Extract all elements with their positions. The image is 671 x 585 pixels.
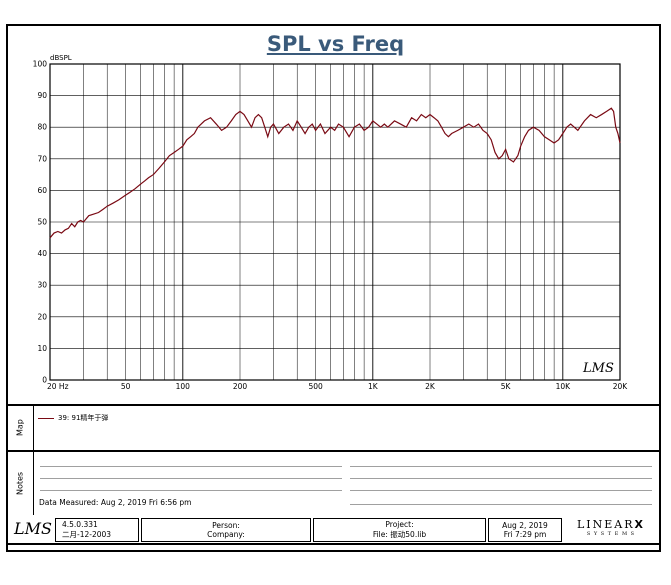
company-label: Company:: [207, 530, 245, 539]
linearx-x: X: [634, 518, 645, 531]
legend-swatch: [38, 417, 54, 419]
file-label: File: 振动50.lib: [372, 530, 427, 539]
date-label: Aug 2, 2019: [502, 521, 548, 530]
lms-logo: LMS: [14, 519, 52, 538]
chart-title: SPL vs Freq: [266, 32, 405, 56]
x-tick-label: 1K: [368, 382, 379, 391]
y-tick-label: 30: [37, 281, 47, 290]
note-line: [350, 466, 652, 467]
footer: LMS 4.5.0.331 二月-12-2003 Person: Company…: [6, 515, 661, 545]
notes-divider: [33, 451, 34, 515]
version-date: 二月-12-2003: [62, 530, 112, 539]
note-line: [40, 466, 342, 467]
y-axis-label: dBSPL: [50, 54, 72, 62]
graph-frame: [6, 24, 661, 552]
spl-curve: [49, 107, 621, 239]
date-cell: Aug 2, 2019 Fri 7:29 pm: [488, 518, 562, 542]
notes-label: Notes: [15, 471, 25, 495]
y-tick-label: 50: [37, 218, 47, 227]
linearx-word: LINEAR: [576, 518, 635, 531]
project-label: Project:: [385, 520, 414, 529]
y-tick-label: 20: [37, 312, 47, 321]
y-tick-label: 90: [37, 91, 47, 100]
note-line: [350, 504, 652, 505]
data-measured: Data Measured: Aug 2, 2019 Fri 6:56 pm: [39, 498, 192, 507]
y-tick-label: 60: [37, 186, 47, 195]
linearx-logo: LINEARX S Y S T E M S: [564, 518, 658, 542]
notes-panel-border: [6, 450, 661, 452]
note-line: [40, 490, 342, 491]
person-cell: Person: Company:: [141, 518, 311, 542]
time-label: Fri 7:29 pm: [503, 530, 547, 539]
linearx-systems: S Y S T E M S: [586, 531, 636, 537]
note-line: [350, 478, 652, 479]
x-tick-label: 200: [233, 382, 248, 391]
x-tick-label: 5K: [501, 382, 512, 391]
version-cell: 4.5.0.331 二月-12-2003: [55, 518, 139, 542]
y-tick-label: 40: [37, 249, 47, 258]
x-tick-label: 20K: [613, 382, 629, 391]
y-tick-label: 100: [33, 60, 48, 69]
y-tick-label: 0: [42, 376, 47, 385]
note-line: [40, 478, 342, 479]
project-cell: Project: File: 振动50.lib: [313, 518, 486, 542]
x-tick-label: 2K: [425, 382, 436, 391]
map-panel-border: [6, 404, 661, 406]
x-tick-label: 500: [308, 382, 323, 391]
note-line: [350, 490, 652, 491]
y-tick-label: 80: [37, 123, 47, 132]
legend-entry: 39: 91精年于弹: [58, 414, 109, 422]
map-label: Map: [15, 419, 25, 437]
x-tick-label: 100: [176, 382, 191, 391]
version-number: 4.5.0.331: [62, 520, 98, 529]
map-divider: [33, 405, 34, 451]
lms-watermark: LMS: [582, 361, 614, 376]
person-label: Person:: [212, 521, 240, 530]
x-tick-label: 10K: [556, 382, 572, 391]
y-tick-label: 10: [37, 344, 47, 353]
x-tick-label: 50: [121, 382, 131, 391]
x-tick-label: 20 Hz: [47, 382, 69, 391]
y-tick-label: 70: [37, 154, 47, 163]
legend: 39: 91精年于弹: [38, 413, 108, 423]
